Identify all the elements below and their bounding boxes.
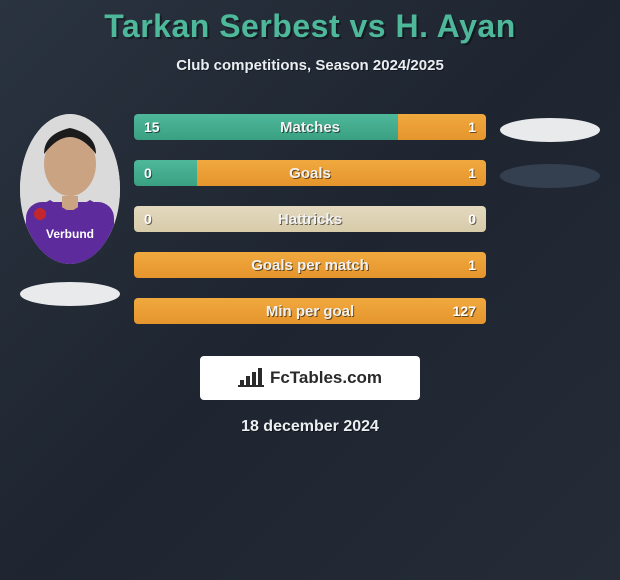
date-label: 18 december 2024 bbox=[0, 418, 620, 436]
right-player-column bbox=[490, 114, 610, 344]
player-photo-icon: Verbund bbox=[20, 114, 120, 264]
right-placeholder-oval-2 bbox=[500, 164, 600, 188]
svg-text:Verbund: Verbund bbox=[46, 227, 94, 241]
stat-right-value: 1 bbox=[468, 114, 476, 140]
stat-right-value: 0 bbox=[468, 206, 476, 232]
stat-right-value: 127 bbox=[453, 298, 476, 324]
stat-right-value: 1 bbox=[468, 160, 476, 186]
stat-row: 01Goals bbox=[134, 160, 486, 186]
left-player-column: Verbund bbox=[10, 114, 130, 344]
comparison-block: Verbund 151Matches01Goals00Hattricks1Goa… bbox=[0, 114, 620, 344]
stat-left-value: 0 bbox=[144, 160, 152, 186]
subtitle: Club competitions, Season 2024/2025 bbox=[0, 57, 620, 74]
brand-badge[interactable]: FcTables.com bbox=[200, 356, 420, 400]
stat-row: 1Goals per match bbox=[134, 252, 486, 278]
chart-logo-icon bbox=[238, 368, 264, 388]
stat-row: 00Hattricks bbox=[134, 206, 486, 232]
stat-row: 151Matches bbox=[134, 114, 486, 140]
right-placeholder-oval-1 bbox=[500, 118, 600, 142]
left-player-name-oval bbox=[20, 282, 120, 306]
stat-left-value: 15 bbox=[144, 114, 160, 140]
stat-row: 127Min per goal bbox=[134, 298, 486, 324]
brand-text: FcTables.com bbox=[270, 368, 382, 388]
page-title: Tarkan Serbest vs H. Ayan bbox=[0, 0, 620, 45]
stat-bars: 151Matches01Goals00Hattricks1Goals per m… bbox=[130, 114, 490, 344]
stat-right-value: 1 bbox=[468, 252, 476, 278]
stat-left-value: 0 bbox=[144, 206, 152, 232]
left-player-avatar: Verbund bbox=[20, 114, 120, 264]
